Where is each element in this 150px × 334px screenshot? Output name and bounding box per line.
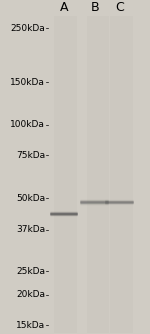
Text: 50kDa: 50kDa — [16, 194, 45, 203]
Text: C: C — [115, 1, 124, 14]
Text: A: A — [60, 1, 68, 14]
Text: 20kDa: 20kDa — [16, 291, 45, 299]
Text: 25kDa: 25kDa — [16, 267, 45, 276]
Text: 250kDa: 250kDa — [10, 24, 45, 32]
FancyBboxPatch shape — [110, 16, 133, 333]
Text: 75kDa: 75kDa — [16, 151, 45, 160]
FancyBboxPatch shape — [87, 16, 109, 333]
Text: 150kDa: 150kDa — [10, 77, 45, 87]
Text: 100kDa: 100kDa — [10, 120, 45, 129]
Text: B: B — [90, 1, 99, 14]
Text: 37kDa: 37kDa — [16, 225, 45, 234]
FancyBboxPatch shape — [54, 16, 77, 333]
Text: 15kDa: 15kDa — [16, 321, 45, 330]
